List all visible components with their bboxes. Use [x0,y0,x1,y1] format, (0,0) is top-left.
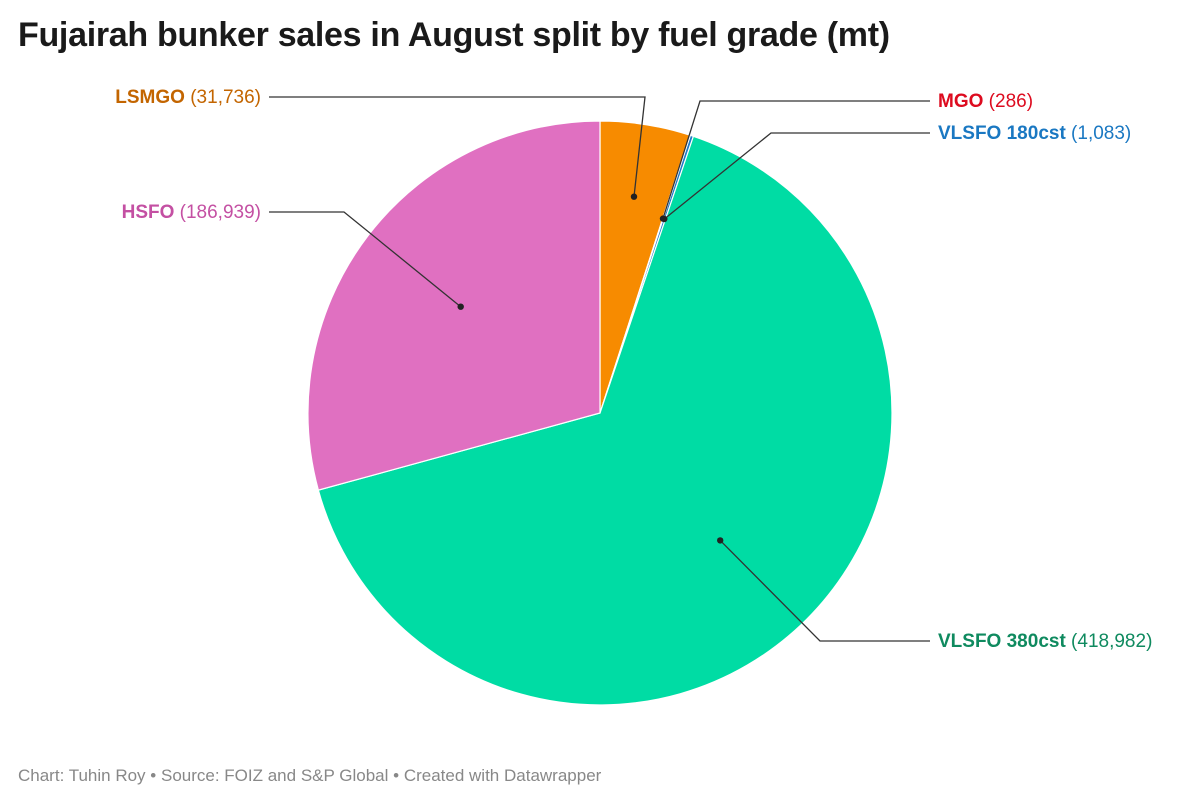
footer-tool: Created with Datawrapper [403,766,602,785]
leader-dot-vlsfo-380cst [717,537,724,544]
leader-dot-hsfo [457,303,464,310]
slice-label-name: VLSFO 380cst [938,631,1066,652]
slice-label-hsfo: HSFO (186,939) [122,202,261,223]
slice-label-name: MGO [938,91,983,112]
leader-line-mgo [662,100,930,219]
footer-source: Source: FOIZ and S&P Global [160,766,389,785]
chart-title: Fujairah bunker sales in August split by… [18,16,890,54]
slice-label-mgo: MGO (286) [938,91,1033,112]
pie-slice-hsfo [307,120,601,491]
leader-line-lsmgo [269,96,646,197]
leader-lines [269,96,930,642]
slice-label-vlsfo-380cst: VLSFO 380cst (418,982) [938,631,1152,652]
pie-slice-vlsfo-380cst [317,135,893,706]
slice-label-name: LSMGO [115,87,185,108]
slice-label-lsmgo: LSMGO (31,736) [115,87,261,108]
leader-dot-lsmgo [630,193,638,200]
slice-label-value: (286) [983,91,1033,112]
leader-line-vlsfo-380cst [719,539,930,642]
slice-label-value: (31,736) [185,87,261,108]
leader-line-vlsfo-180cst [663,132,930,220]
leader-dot-vlsfo-180cst [661,215,668,223]
leader-line-hsfo [269,211,462,308]
chart-footer: Chart: Tuhin Roy • Source: FOIZ and S&P … [18,766,601,786]
slice-label-value: (418,982) [1066,631,1153,652]
footer-separator: • [393,766,400,785]
slice-label-value: (186,939) [174,202,261,223]
slice-label-name: HSFO [122,202,175,223]
slice-label-value: (1,083) [1066,123,1131,144]
pie-slices [307,120,893,706]
footer-author: Chart: Tuhin Roy [18,766,146,785]
slice-labels: LSMGO (31,736) MGO (286) VLSFO 180cst (1,0… [115,87,1152,652]
footer-separator: • [150,766,157,785]
slice-label-name: VLSFO 180cst [938,123,1066,144]
slice-label-vlsfo-180cst: VLSFO 180cst (1,083) [938,123,1131,144]
